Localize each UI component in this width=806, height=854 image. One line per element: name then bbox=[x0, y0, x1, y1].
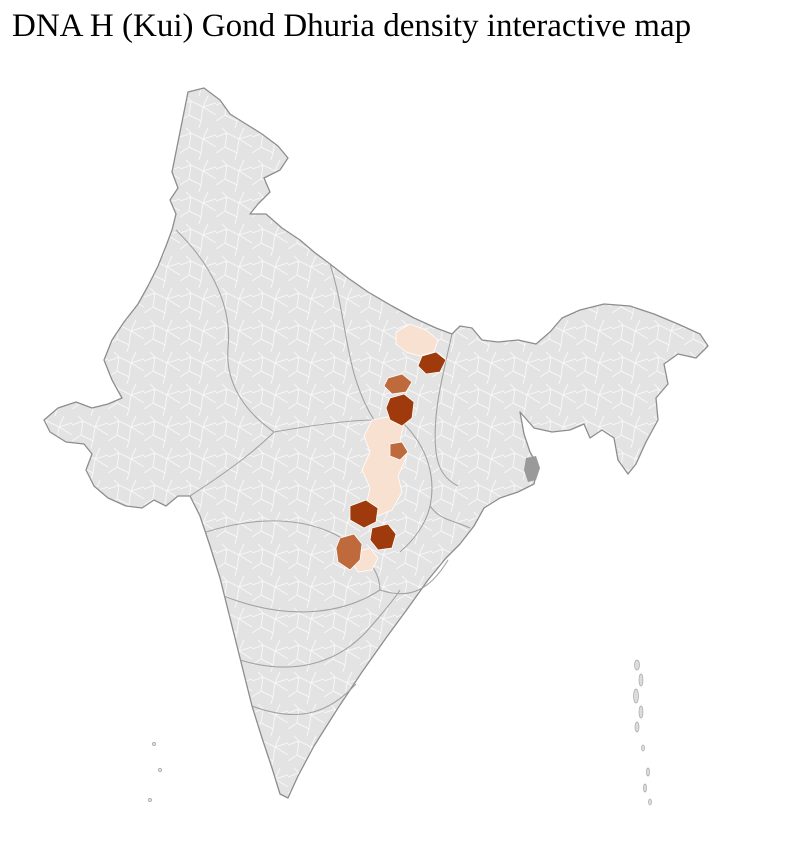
district-density-high[interactable] bbox=[369, 523, 397, 551]
andaman-nicobar-islands bbox=[633, 659, 652, 806]
district-density-medium[interactable] bbox=[389, 441, 409, 461]
lakshadweep-islands bbox=[148, 742, 162, 802]
state-borders bbox=[175, 229, 471, 716]
urban-dark-district[interactable] bbox=[524, 456, 540, 482]
page-title: DNA H (Kui) Gond Dhuria density interact… bbox=[12, 8, 692, 44]
district-density-high[interactable] bbox=[385, 393, 415, 427]
density-districts[interactable] bbox=[335, 323, 447, 573]
india-map[interactable] bbox=[0, 60, 806, 854]
district-density-high[interactable] bbox=[349, 499, 379, 529]
district-density-medium[interactable] bbox=[335, 533, 363, 571]
district-density-high[interactable] bbox=[417, 351, 447, 375]
district-density-low[interactable] bbox=[395, 323, 439, 357]
district-density-medium[interactable] bbox=[383, 373, 413, 395]
district-density-low[interactable] bbox=[361, 415, 407, 517]
